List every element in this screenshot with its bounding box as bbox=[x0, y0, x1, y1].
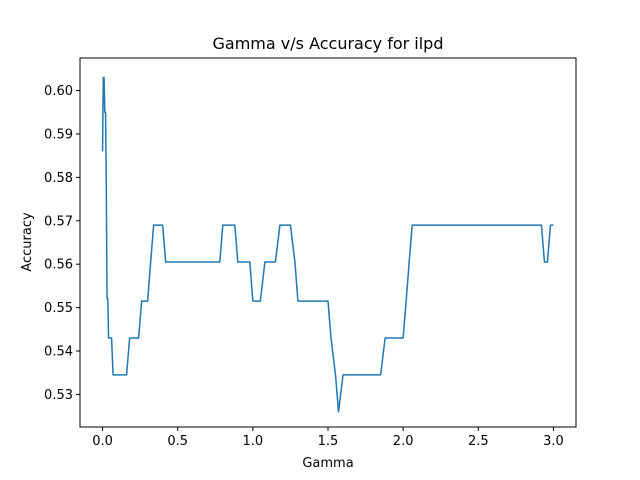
y-tick-label: 0.59 bbox=[44, 127, 73, 142]
x-tick-label: 0.5 bbox=[167, 434, 188, 449]
x-tick-label: 3.0 bbox=[543, 434, 564, 449]
x-tick-label: 2.0 bbox=[393, 434, 414, 449]
chart-title: Gamma v/s Accuracy for ilpd bbox=[213, 34, 444, 53]
y-axis-label: Accuracy bbox=[20, 212, 35, 272]
y-axis: 0.53 0.54 0.55 0.56 0.57 0.58 0.59 0.60 bbox=[44, 84, 80, 403]
y-tick-label: 0.54 bbox=[44, 345, 73, 360]
x-tick-label: 1.5 bbox=[318, 434, 339, 449]
x-axis: 0.0 0.5 1.0 1.5 2.0 2.5 3.0 bbox=[92, 427, 564, 449]
x-axis-label: Gamma bbox=[302, 456, 353, 471]
y-tick-label: 0.60 bbox=[44, 84, 73, 99]
x-tick-label: 2.5 bbox=[468, 434, 489, 449]
x-tick-label: 1.0 bbox=[243, 434, 264, 449]
y-tick-label: 0.53 bbox=[44, 388, 73, 403]
plot-area bbox=[101, 76, 554, 413]
y-tick-label: 0.58 bbox=[44, 171, 73, 186]
y-tick-label: 0.55 bbox=[44, 301, 73, 316]
y-tick-label: 0.57 bbox=[44, 214, 73, 229]
y-tick-label: 0.56 bbox=[44, 258, 73, 273]
x-tick-label: 0.0 bbox=[92, 434, 113, 449]
series-line-0 bbox=[101, 76, 554, 413]
